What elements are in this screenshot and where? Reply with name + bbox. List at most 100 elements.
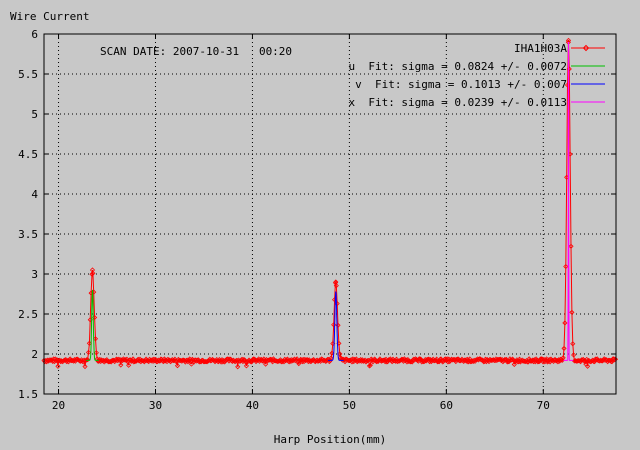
data-point bbox=[536, 358, 542, 365]
data-point bbox=[367, 362, 373, 368]
legend-label: IHA1H03A bbox=[514, 42, 567, 55]
data-point bbox=[467, 356, 473, 362]
data-point bbox=[565, 39, 571, 45]
data-point bbox=[541, 356, 547, 362]
data-point bbox=[296, 361, 302, 367]
data-point bbox=[126, 362, 132, 368]
data-point bbox=[571, 352, 577, 358]
data-point bbox=[478, 357, 484, 363]
x-tick-label: 50 bbox=[343, 399, 356, 412]
data-point bbox=[416, 356, 422, 362]
data-point bbox=[511, 361, 517, 368]
data-point bbox=[561, 345, 567, 351]
x-tick-label: 30 bbox=[149, 399, 162, 412]
data-point bbox=[444, 356, 450, 362]
data-point bbox=[89, 267, 96, 273]
x-tick-label: 20 bbox=[52, 399, 65, 412]
legend: IHA1H03A u Fit: sigma = 0.0824 +/- 0.0072… bbox=[348, 42, 605, 109]
y-tick-label: 5.5 bbox=[18, 68, 38, 81]
data-point bbox=[468, 359, 474, 365]
y-tick-label: 2.5 bbox=[18, 308, 38, 321]
data-point bbox=[535, 359, 541, 365]
series-layer bbox=[41, 37, 619, 370]
y-tick-label: 3 bbox=[31, 268, 38, 281]
y-axis-label: Wire Current bbox=[10, 10, 89, 23]
data-point bbox=[585, 363, 591, 369]
data-point bbox=[118, 362, 124, 368]
data-point bbox=[608, 358, 614, 365]
data-point bbox=[235, 364, 241, 370]
data-point bbox=[496, 356, 503, 363]
data-point bbox=[516, 359, 522, 365]
data-point bbox=[560, 355, 566, 361]
data-point bbox=[84, 357, 90, 363]
x-tick-label: 60 bbox=[440, 399, 453, 412]
data-point bbox=[567, 151, 573, 157]
plot-area bbox=[44, 34, 616, 394]
data-point bbox=[565, 37, 572, 43]
x-tick-label: 40 bbox=[246, 399, 259, 412]
x-tick-label: 70 bbox=[537, 399, 550, 412]
data-point bbox=[407, 359, 414, 365]
data-point bbox=[336, 340, 342, 346]
data-point bbox=[241, 357, 247, 363]
y-tick-label: 4.5 bbox=[18, 148, 38, 161]
legend-marker bbox=[582, 44, 590, 52]
y-tick-label: 1.5 bbox=[18, 388, 38, 401]
data-point bbox=[502, 357, 508, 363]
data-point bbox=[395, 358, 401, 364]
data-point bbox=[434, 359, 441, 365]
data-point bbox=[610, 356, 616, 362]
series-fit-line bbox=[563, 41, 574, 361]
grid-lines bbox=[44, 34, 616, 394]
data-point bbox=[337, 351, 343, 357]
legend-label: x Fit: sigma = 0.0239 +/- 0.0113 bbox=[348, 96, 567, 109]
data-point bbox=[569, 309, 575, 315]
data-point bbox=[349, 359, 355, 365]
data-point bbox=[54, 357, 60, 363]
data-point bbox=[274, 358, 280, 364]
data-point bbox=[612, 356, 619, 362]
series-fit-line bbox=[328, 291, 344, 361]
data-point bbox=[278, 359, 284, 365]
data-point bbox=[55, 363, 61, 369]
data-point bbox=[256, 356, 262, 362]
scan-date-annotation: SCAN DATE: 2007-10-31 00:20 bbox=[100, 45, 292, 58]
data-point bbox=[570, 341, 576, 347]
data-point bbox=[330, 341, 336, 347]
data-point bbox=[82, 363, 88, 370]
data-point bbox=[174, 363, 181, 369]
data-point bbox=[538, 356, 544, 362]
data-point bbox=[568, 243, 574, 249]
data-point bbox=[504, 359, 510, 365]
legend-label: u Fit: sigma = 0.0824 +/- 0.0072 bbox=[348, 60, 567, 73]
data-point bbox=[461, 357, 468, 363]
data-point bbox=[564, 82, 571, 88]
data-point bbox=[92, 314, 98, 321]
data-point bbox=[93, 350, 99, 356]
y-tick-label: 6 bbox=[31, 28, 38, 41]
data-point bbox=[250, 356, 256, 362]
legend-label: v Fit: sigma = 0.1013 +/- 0.007 bbox=[355, 78, 567, 91]
data-point bbox=[528, 358, 534, 364]
data-point bbox=[365, 358, 371, 364]
data-point bbox=[130, 356, 136, 362]
data-point bbox=[333, 283, 339, 289]
data-point bbox=[106, 359, 112, 365]
data-point bbox=[87, 317, 93, 323]
data-point bbox=[382, 359, 388, 365]
y-tick-label: 5 bbox=[31, 108, 38, 121]
data-point bbox=[333, 279, 339, 285]
data-point bbox=[90, 270, 96, 276]
data-point bbox=[562, 320, 568, 326]
data-point bbox=[263, 361, 269, 367]
y-tick-label: 3.5 bbox=[18, 228, 38, 241]
data-point bbox=[591, 358, 597, 365]
data-point bbox=[508, 357, 514, 363]
data-point bbox=[242, 359, 249, 365]
y-tick-label: 4 bbox=[31, 188, 38, 201]
axis-ticks: 20 30 40 50 60 70 1.5 2 2.5 3 3.5 4 4.5 5 5.5 6 bbox=[18, 28, 616, 412]
x-axis-label: Harp Position(mm) bbox=[274, 433, 387, 446]
plot-frame bbox=[43, 33, 617, 395]
